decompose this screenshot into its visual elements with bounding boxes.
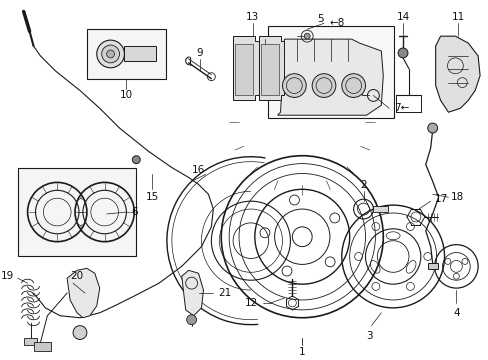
Text: 11: 11 [451, 12, 464, 22]
Polygon shape [258, 36, 284, 100]
Bar [260, 44, 278, 95]
Bar [87, 29, 165, 78]
Text: 2: 2 [360, 180, 366, 190]
Polygon shape [233, 36, 258, 100]
Text: 19: 19 [0, 271, 14, 281]
Circle shape [311, 74, 335, 98]
Circle shape [106, 50, 114, 58]
Text: 3: 3 [366, 330, 372, 341]
Text: 15: 15 [145, 192, 159, 202]
Bar [124, 46, 156, 61]
Text: 6: 6 [131, 207, 137, 217]
Text: ←8: ←8 [329, 18, 345, 28]
Text: 18: 18 [449, 192, 463, 202]
Circle shape [427, 123, 437, 133]
Bar [373, 206, 387, 212]
Text: 20: 20 [70, 271, 83, 281]
Circle shape [102, 45, 119, 63]
Text: 16: 16 [191, 165, 205, 175]
Polygon shape [182, 270, 203, 316]
Bar [235, 44, 252, 95]
Circle shape [97, 40, 124, 68]
Circle shape [132, 156, 140, 163]
Circle shape [397, 48, 407, 58]
Text: 21: 21 [218, 288, 231, 298]
Bar [267, 26, 393, 118]
Text: 13: 13 [246, 12, 259, 22]
Polygon shape [277, 39, 383, 115]
Circle shape [282, 74, 305, 98]
Bar [23, 338, 38, 345]
Text: 17: 17 [434, 194, 447, 204]
Circle shape [186, 315, 196, 325]
Text: 10: 10 [120, 90, 133, 100]
Text: 14: 14 [396, 12, 409, 22]
Circle shape [73, 326, 87, 339]
Bar [34, 342, 51, 351]
Text: 5: 5 [316, 14, 323, 24]
Text: 12: 12 [244, 298, 257, 308]
Text: 1: 1 [298, 347, 305, 357]
Polygon shape [67, 268, 100, 318]
Circle shape [304, 33, 309, 39]
Text: 4: 4 [452, 308, 459, 318]
Circle shape [341, 74, 365, 98]
Bar [18, 167, 136, 256]
Text: 7←: 7← [393, 103, 408, 113]
Polygon shape [435, 36, 479, 112]
Bar [427, 264, 437, 269]
Text: 9: 9 [196, 48, 203, 58]
